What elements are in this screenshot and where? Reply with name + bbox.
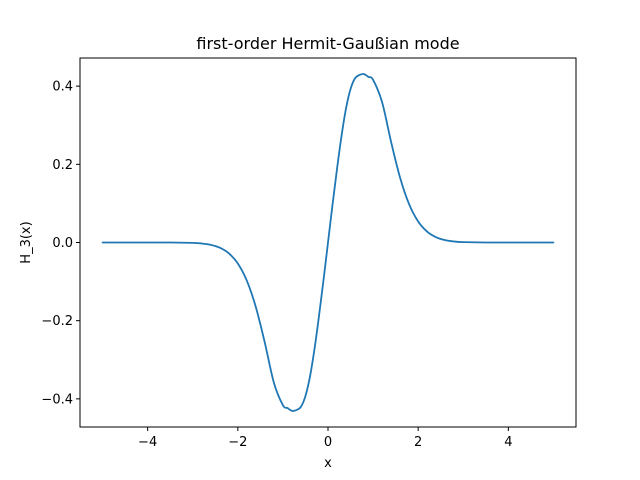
y-tick-label: 0.0	[52, 236, 73, 251]
plot-frame	[79, 57, 577, 428]
x-tick-label: 2	[414, 435, 422, 450]
x-tick-label: −4	[138, 435, 157, 450]
axis-ticks: −4 −2 0 2 4 −0.4 −0.2 0.0 0.2 0.4	[41, 80, 512, 450]
y-tick-label: 0.4	[52, 80, 73, 95]
y-tick-label: −0.2	[41, 314, 73, 329]
x-tick-label: 4	[504, 435, 512, 450]
x-axis-label: x	[324, 456, 332, 471]
x-tick-label: 0	[324, 435, 332, 450]
x-tick-label: −2	[228, 435, 247, 450]
y-tick-label: −0.4	[41, 392, 73, 407]
series-line	[101, 73, 555, 412]
y-axis-label: H_3(x)	[19, 221, 34, 263]
y-tick-label: 0.2	[52, 158, 73, 173]
chart-title: first-order Hermit-Gaußian mode	[196, 34, 459, 53]
